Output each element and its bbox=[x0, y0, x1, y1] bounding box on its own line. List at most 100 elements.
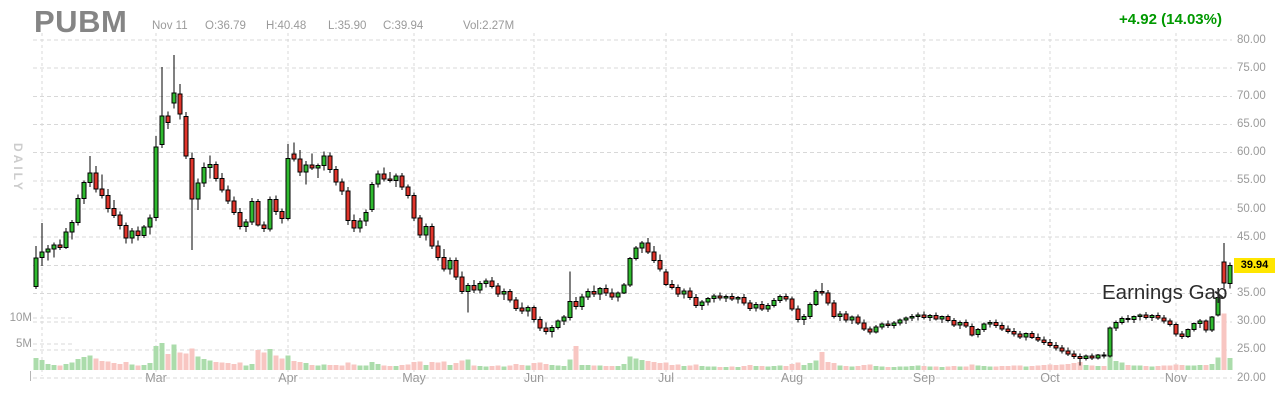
candle-body bbox=[987, 321, 993, 325]
volume-bar bbox=[1137, 365, 1143, 370]
volume-bar bbox=[1131, 365, 1137, 370]
price-tick-label: 55.00 bbox=[1237, 174, 1266, 187]
volume-bar bbox=[189, 348, 195, 370]
volume-bar bbox=[1209, 363, 1215, 370]
price-tick-label: 45.00 bbox=[1237, 230, 1266, 243]
candle-body bbox=[441, 257, 447, 270]
volume-bar bbox=[153, 346, 159, 370]
price-tick-label: 60.00 bbox=[1237, 146, 1266, 159]
candle-body bbox=[891, 322, 897, 327]
candle-body bbox=[1077, 356, 1083, 359]
volume-bar bbox=[921, 365, 927, 370]
candle-body bbox=[705, 298, 711, 303]
volume-bar bbox=[807, 363, 813, 370]
volume-bar bbox=[891, 366, 897, 370]
candle-body bbox=[69, 222, 75, 233]
candle-body bbox=[609, 292, 615, 298]
candle-body bbox=[525, 307, 531, 312]
month-label: Apr bbox=[278, 371, 298, 385]
candle-body bbox=[1041, 339, 1047, 344]
volume-bar bbox=[855, 365, 861, 370]
volume-bar bbox=[645, 361, 651, 370]
earnings-gap-annotation: Earnings Gap bbox=[1102, 281, 1228, 304]
candle-body bbox=[333, 169, 339, 183]
candle-body bbox=[621, 284, 627, 294]
candle-body bbox=[555, 320, 561, 328]
candle-body bbox=[885, 323, 891, 327]
volume-bar bbox=[453, 363, 459, 370]
volume-bar bbox=[1077, 362, 1083, 370]
price-tick-label: 75.00 bbox=[1237, 61, 1266, 74]
volume-bar bbox=[717, 366, 723, 370]
candle-body bbox=[993, 321, 999, 327]
volume-tick-label: 10M bbox=[9, 311, 32, 324]
volume-bar bbox=[201, 359, 207, 370]
candle-body bbox=[873, 326, 879, 333]
candle-body bbox=[351, 219, 357, 229]
volume-bar bbox=[621, 363, 627, 370]
volume-bar bbox=[339, 365, 345, 370]
candle-body bbox=[909, 316, 915, 319]
candle-body bbox=[651, 251, 657, 261]
quote-close: C:39.94 bbox=[383, 20, 424, 32]
candle-body bbox=[825, 292, 831, 304]
volume-bar bbox=[699, 365, 705, 370]
candle-body bbox=[507, 290, 513, 301]
candle-body bbox=[759, 303, 765, 310]
candle-body bbox=[513, 299, 519, 309]
volume-bar bbox=[123, 362, 129, 370]
candle-body bbox=[531, 307, 537, 321]
quote-high: H:40.48 bbox=[266, 20, 307, 32]
volume-bar bbox=[357, 365, 363, 370]
volume-bar bbox=[1191, 365, 1197, 370]
candle-body bbox=[417, 217, 423, 236]
candle-body bbox=[669, 284, 675, 288]
candle-body bbox=[1089, 355, 1095, 359]
candle-body bbox=[423, 226, 429, 236]
volume-bar bbox=[873, 365, 879, 370]
candle-body bbox=[45, 248, 51, 253]
candle-body bbox=[309, 164, 315, 169]
candle-body bbox=[1107, 327, 1113, 357]
candle-body bbox=[675, 286, 681, 295]
volume-bar bbox=[1185, 365, 1191, 370]
volume-bar bbox=[81, 357, 87, 370]
volume-bar bbox=[279, 358, 285, 370]
candle-body bbox=[801, 316, 807, 321]
candle-body bbox=[1173, 324, 1179, 335]
candle-body bbox=[147, 217, 153, 228]
price-tick-label: 65.00 bbox=[1237, 118, 1266, 130]
price-tick-label: 20.00 bbox=[1237, 371, 1266, 384]
candle-body bbox=[1047, 342, 1053, 346]
candle-body bbox=[1059, 347, 1065, 352]
candle-body bbox=[321, 155, 327, 167]
volume-bar bbox=[405, 364, 411, 370]
candle-body bbox=[225, 189, 231, 202]
volume-bar bbox=[267, 349, 273, 370]
candle-body bbox=[615, 292, 621, 298]
volume-bar bbox=[231, 363, 237, 370]
candle-body bbox=[33, 257, 39, 287]
volume-bar bbox=[57, 365, 63, 370]
price-change-label: +4.92 (14.03%) bbox=[1119, 11, 1222, 28]
candle-body bbox=[693, 297, 699, 306]
candle-body bbox=[429, 226, 435, 247]
volume-bar bbox=[1083, 364, 1089, 370]
candle-body bbox=[213, 164, 219, 180]
volume-bar bbox=[993, 366, 999, 370]
candle-body bbox=[285, 157, 291, 220]
volume-bar bbox=[375, 363, 381, 370]
volume-bar bbox=[777, 365, 783, 370]
candle-body bbox=[375, 173, 381, 185]
ticker-symbol: PUBM bbox=[34, 4, 128, 39]
candle-body bbox=[543, 327, 549, 332]
volume-bar bbox=[1173, 364, 1179, 370]
volume-bar bbox=[435, 362, 441, 370]
volume-bar bbox=[1059, 364, 1065, 370]
volume-bar bbox=[1065, 363, 1071, 370]
candle-body bbox=[471, 285, 477, 291]
volume-bar bbox=[849, 366, 855, 370]
volume-bar bbox=[915, 365, 921, 370]
